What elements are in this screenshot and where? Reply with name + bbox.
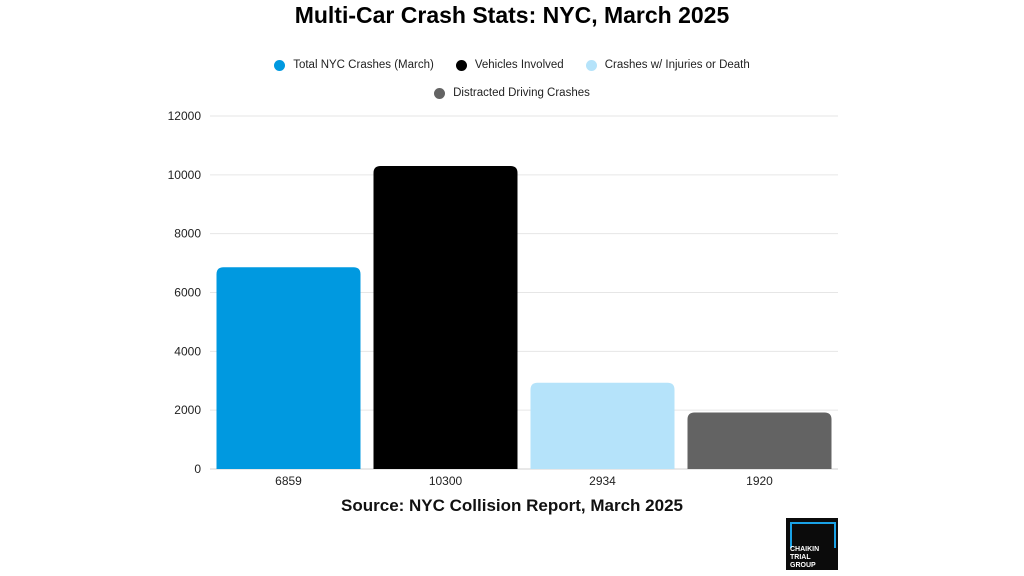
legend-row-1: Total NYC Crashes (March) Vehicles Invol… — [0, 59, 1024, 71]
legend-swatch — [585, 59, 597, 71]
source-note: Source: NYC Collision Report, March 2025 — [341, 496, 683, 515]
y-tick-label: 6000 — [174, 286, 201, 300]
x-tick-label: 1920 — [746, 474, 773, 488]
legend-label: Crashes w/ Injuries or Death — [604, 59, 750, 71]
y-tick-label: 0 — [194, 462, 201, 476]
legend-label: Vehicles Involved — [474, 59, 564, 71]
legend-row-2: Distracted Driving Crashes — [0, 87, 1024, 99]
legend-label: Distracted Driving Crashes — [453, 87, 590, 99]
chaikin-trial-group-logo: CHAIKIN TRIAL GROUP — [786, 518, 838, 570]
logo-text: CHAIKIN TRIAL GROUP — [790, 546, 820, 569]
bar-3 — [687, 412, 832, 469]
y-tick-label: 10000 — [168, 168, 202, 182]
bar-1 — [373, 166, 518, 469]
chart-title: Multi-Car Crash Stats: NYC, March 2025 — [294, 2, 730, 28]
x-tick-label: 2934 — [589, 474, 616, 488]
y-tick-label: 4000 — [174, 344, 201, 358]
legend-item-distracted-driving: Distracted Driving Crashes — [434, 87, 590, 99]
y-tick-label: 8000 — [174, 227, 201, 241]
y-tick-label: 2000 — [174, 403, 201, 417]
bar-2 — [530, 382, 675, 469]
legend-item-vehicles-involved: Vehicles Involved — [455, 59, 564, 71]
legend-swatch — [434, 87, 446, 99]
bar-0 — [216, 267, 361, 469]
legend-label: Total NYC Crashes (March) — [293, 59, 434, 71]
x-tick-label: 10300 — [429, 474, 463, 488]
legend-item-injuries-death: Crashes w/ Injuries or Death — [585, 59, 750, 71]
y-tick-label: 12000 — [168, 109, 202, 123]
legend-swatch — [455, 59, 467, 71]
legend-item-total-crashes: Total NYC Crashes (March) — [274, 59, 434, 71]
x-tick-label: 6859 — [275, 474, 302, 488]
legend-swatch — [274, 59, 286, 71]
logo-frame — [790, 522, 836, 548]
